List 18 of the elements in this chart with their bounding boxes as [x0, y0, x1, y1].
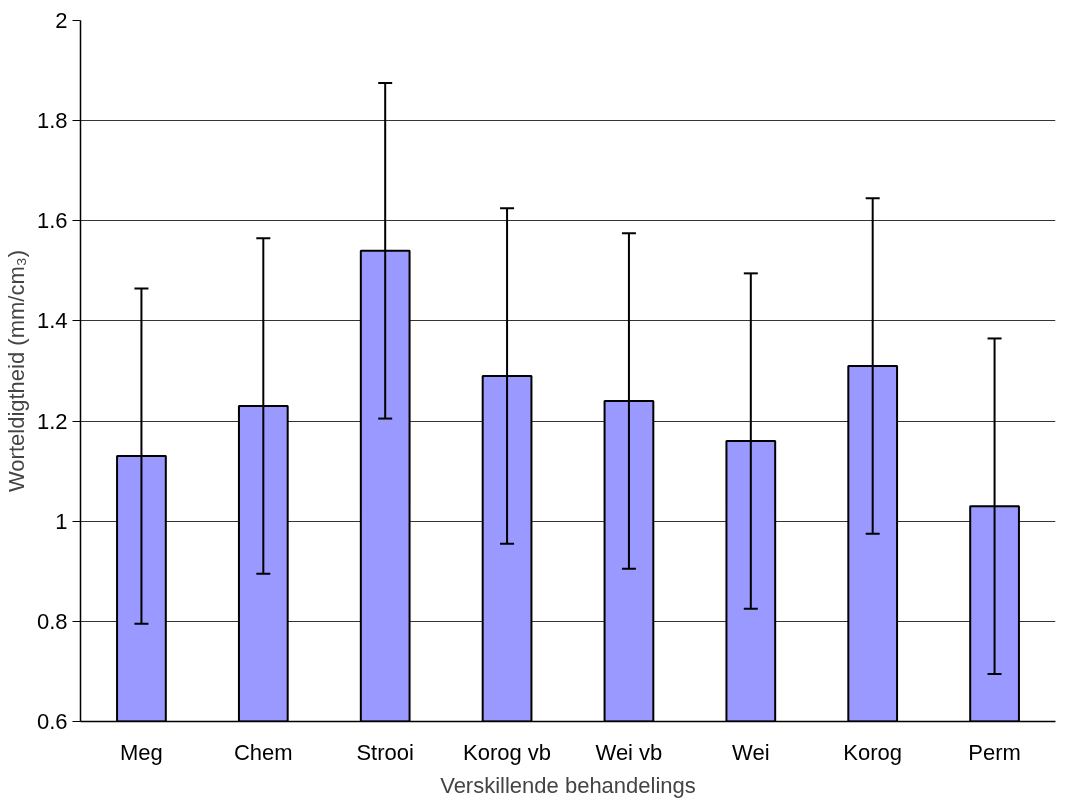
x-tick-label: Korog vb — [463, 739, 552, 765]
y-tick-label: 1.6 — [36, 208, 68, 234]
x-tick-label: Wei vb — [595, 739, 663, 765]
y-tick-label: 2 — [55, 8, 68, 33]
y-axis-title: Worteldigtheid (mm/cm₃) — [3, 249, 29, 493]
x-axis-title: Verskillende behandelings — [440, 772, 696, 798]
x-tick-label: Meg — [120, 739, 163, 765]
x-tick-label: Strooi — [356, 739, 414, 765]
y-tick-label: 0.6 — [36, 709, 68, 734]
y-tick-label: 1.4 — [36, 308, 68, 334]
x-tick-label: Perm — [968, 739, 1021, 765]
y-tick-label: 0.8 — [36, 608, 68, 634]
x-tick-label: Chem — [233, 739, 293, 765]
x-tick-label: Korog — [843, 739, 903, 765]
y-tick-label: 1.2 — [36, 408, 68, 434]
y-tick-label: 1.8 — [36, 108, 68, 134]
y-tick-label: 1 — [55, 508, 68, 534]
x-tick-label: Wei — [732, 739, 770, 765]
